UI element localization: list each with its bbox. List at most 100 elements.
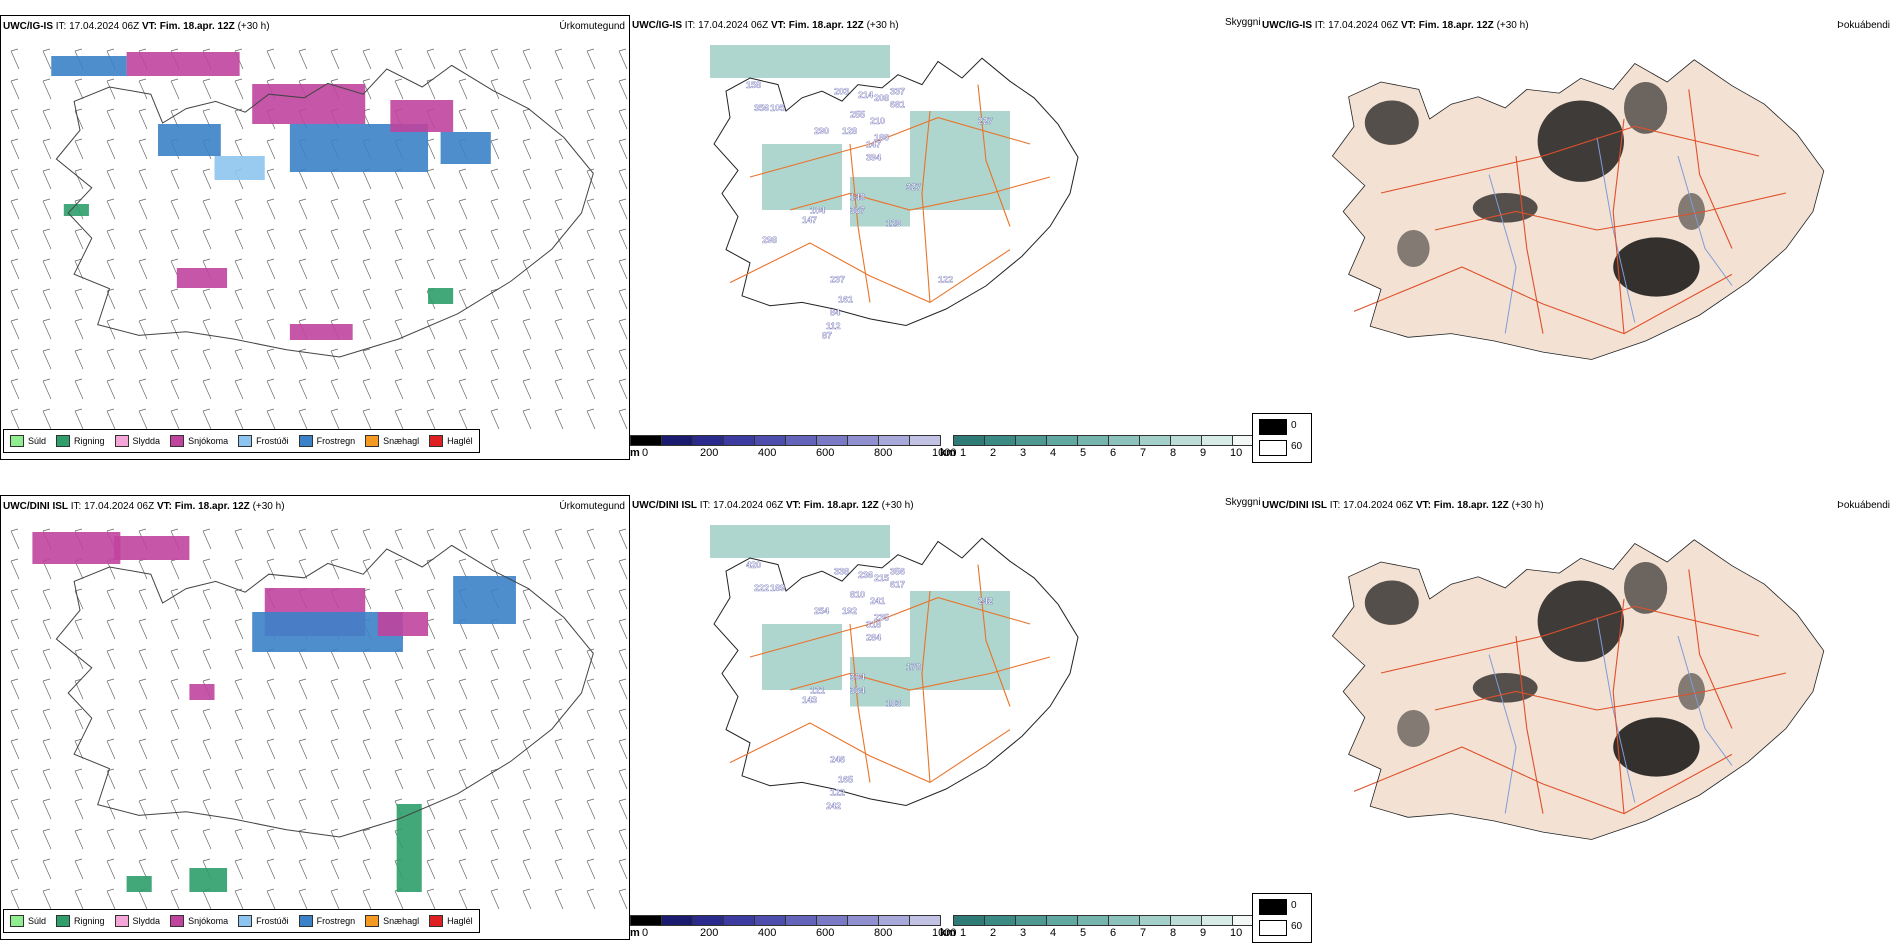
wind-barb xyxy=(106,648,116,670)
wind-barb xyxy=(298,408,308,430)
model-name: UWC/DINI ISL xyxy=(3,501,68,512)
colorbar-segment xyxy=(755,435,786,446)
legend-label: Frostregn xyxy=(316,436,356,446)
wind-barb xyxy=(522,168,532,190)
wind-barb xyxy=(330,198,340,220)
wind-barb xyxy=(234,618,244,640)
road xyxy=(977,564,1011,707)
wind-barb xyxy=(426,678,436,700)
wind-barb xyxy=(330,768,340,790)
fog-index-panel-row2: UWC/DINI ISL IT: 17.04.2024 06Z VT: Fim.… xyxy=(1252,495,1890,943)
wind-barb xyxy=(298,228,308,250)
wind-barb xyxy=(330,288,340,310)
wind-barb xyxy=(266,288,276,310)
wind-barb xyxy=(330,228,340,250)
wind-barb xyxy=(10,588,20,610)
wind-barb xyxy=(490,258,500,280)
wind-barb xyxy=(106,168,116,190)
wind-barb xyxy=(298,198,308,220)
wind-barb xyxy=(170,348,180,370)
legend-label: Snæhagl xyxy=(383,916,420,926)
wind-barb xyxy=(298,348,308,370)
wind-barb xyxy=(618,858,628,880)
wind-barb xyxy=(522,258,532,280)
precip-legend: Súld Rigning Slydda Snjókoma Frostúði Frostre… xyxy=(3,429,480,453)
legend-swatch xyxy=(298,435,313,447)
wind-barb xyxy=(394,78,404,100)
wind-barb xyxy=(426,378,436,400)
wind-barb xyxy=(490,408,500,430)
wind-barb xyxy=(202,738,212,760)
wind-barb xyxy=(618,288,628,310)
colorbar-unit: m xyxy=(630,927,640,939)
wind-barb xyxy=(554,108,564,130)
wind-barb xyxy=(10,708,20,730)
colorbar-segment xyxy=(848,435,879,446)
wind-barb xyxy=(106,318,116,340)
wind-barb xyxy=(42,858,52,880)
cloud-base-number: 241 xyxy=(870,596,885,606)
wind-barb xyxy=(74,168,84,190)
wind-barb xyxy=(586,768,596,790)
wind-barb xyxy=(618,318,628,340)
wind-barb xyxy=(330,348,340,370)
wind-barb xyxy=(42,378,52,400)
panel-title: UWC/DINI ISL IT: 17.04.2024 06Z VT: Fim.… xyxy=(1262,500,1544,511)
wind-barb xyxy=(586,858,596,880)
vt-label: VT: xyxy=(1400,20,1416,31)
wind-barb xyxy=(170,288,180,310)
precip-area xyxy=(390,100,454,132)
wind-barb xyxy=(298,258,308,280)
it-label: IT: xyxy=(70,501,82,512)
fog-patch xyxy=(1537,580,1624,662)
wind-barb xyxy=(10,228,20,250)
wind-barb xyxy=(586,138,596,160)
wind-barb xyxy=(234,798,244,820)
wind-barb xyxy=(266,678,276,700)
colorbar-segment xyxy=(1140,915,1171,926)
panel-title: UWC/IG-IS IT: 17.04.2024 06Z VT: Fim. 18… xyxy=(3,21,270,32)
wind-barb xyxy=(426,828,436,850)
wind-barb xyxy=(362,708,372,730)
wind-barb xyxy=(554,348,564,370)
wind-barb xyxy=(170,78,180,100)
wind-barb xyxy=(586,528,596,550)
wind-barb xyxy=(266,258,276,280)
wind-barb xyxy=(554,168,564,190)
colorbar-segment xyxy=(662,915,693,926)
panel-title: UWC/DINI ISL IT: 17.04.2024 06Z VT: Fim.… xyxy=(632,500,914,511)
wind-barb xyxy=(618,198,628,220)
wind-barb xyxy=(298,678,308,700)
wind-barb xyxy=(138,138,148,160)
wind-barb xyxy=(490,78,500,100)
colorbar-segment xyxy=(1202,915,1233,926)
wind-barb xyxy=(42,318,52,340)
wind-barb xyxy=(42,618,52,640)
wind-barb xyxy=(74,828,84,850)
legend-item: Haglél xyxy=(429,435,473,447)
wind-barb xyxy=(554,258,564,280)
wind-barb xyxy=(10,258,20,280)
wind-barb xyxy=(234,678,244,700)
wind-barb xyxy=(138,378,148,400)
wind-barb xyxy=(458,48,468,70)
wind-barb xyxy=(298,48,308,70)
wind-barb xyxy=(106,738,116,760)
road xyxy=(921,590,931,783)
wind-barb xyxy=(522,678,532,700)
iceland-outline xyxy=(713,57,1079,327)
wind-barb xyxy=(170,768,180,790)
cloud-base-number: 255 xyxy=(850,110,865,120)
wind-barb xyxy=(42,48,52,70)
wind-barb xyxy=(618,378,628,400)
wind-barb xyxy=(618,888,628,910)
wind-barb xyxy=(298,798,308,820)
legend-swatch xyxy=(170,915,185,927)
wind-barb xyxy=(234,258,244,280)
wind-barb xyxy=(618,258,628,280)
it-label: IT: xyxy=(1314,20,1326,31)
wind-barb xyxy=(554,78,564,100)
wind-barb xyxy=(42,258,52,280)
iceland-outline xyxy=(1331,539,1825,840)
wind-barb xyxy=(266,378,276,400)
